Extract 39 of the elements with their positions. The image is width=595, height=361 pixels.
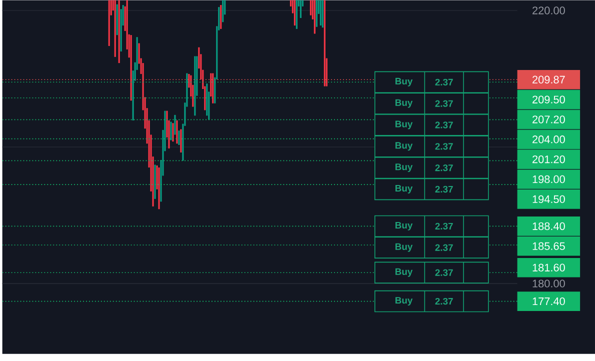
ref-line-label: 181.60 <box>532 264 565 272</box>
annotation: Buy <box>395 268 413 278</box>
candlestick <box>220 4 222 30</box>
ref-line-label: 209.50 <box>532 96 565 104</box>
annotation: 2.37 <box>435 78 453 86</box>
annotation: Buy <box>395 222 413 231</box>
annotation: Buy <box>395 185 413 194</box>
annotation: Buy <box>395 142 413 151</box>
annotation: 2.37 <box>435 223 453 230</box>
candlestick <box>176 120 178 144</box>
annotation: 2.37 <box>435 298 453 305</box>
annotation: 2.37 <box>435 122 453 128</box>
annotation: 2.37 <box>435 164 453 172</box>
candlestick <box>178 130 180 146</box>
annotation: 2.37 <box>435 100 453 108</box>
candlestick <box>222 0 224 22</box>
ref-line-label: 188.40 <box>532 222 565 230</box>
annotation: 2.37 <box>435 143 453 150</box>
ref-line-label: 194.50 <box>532 195 565 204</box>
annotation: Buy <box>395 164 413 172</box>
ref-line-label: 198.00 <box>532 176 565 184</box>
annotation: Buy <box>395 78 413 87</box>
annotation: Buy <box>395 244 413 252</box>
ref-line-label: 207.20 <box>532 116 565 124</box>
ref-line-label: 177.40 <box>532 298 565 306</box>
annotation: 2.37 <box>435 244 453 252</box>
candlestick <box>174 114 176 136</box>
y-tick-label: 180.00 <box>532 280 565 288</box>
ref-line-label: 204.00 <box>532 136 565 144</box>
annotation: Buy <box>395 297 413 306</box>
annotation: Buy <box>395 100 413 108</box>
ref-line-label: 201.20 <box>532 156 565 164</box>
annotation: 2.37 <box>435 269 453 276</box>
annotation: Buy <box>395 120 413 130</box>
y-tick-label: 220.00 <box>532 6 565 15</box>
candlestick <box>310 0 312 16</box>
ref-line-label: 209.87 <box>532 76 565 84</box>
annotation: 2.37 <box>435 186 453 193</box>
ref-line-label: 185.65 <box>532 242 565 250</box>
